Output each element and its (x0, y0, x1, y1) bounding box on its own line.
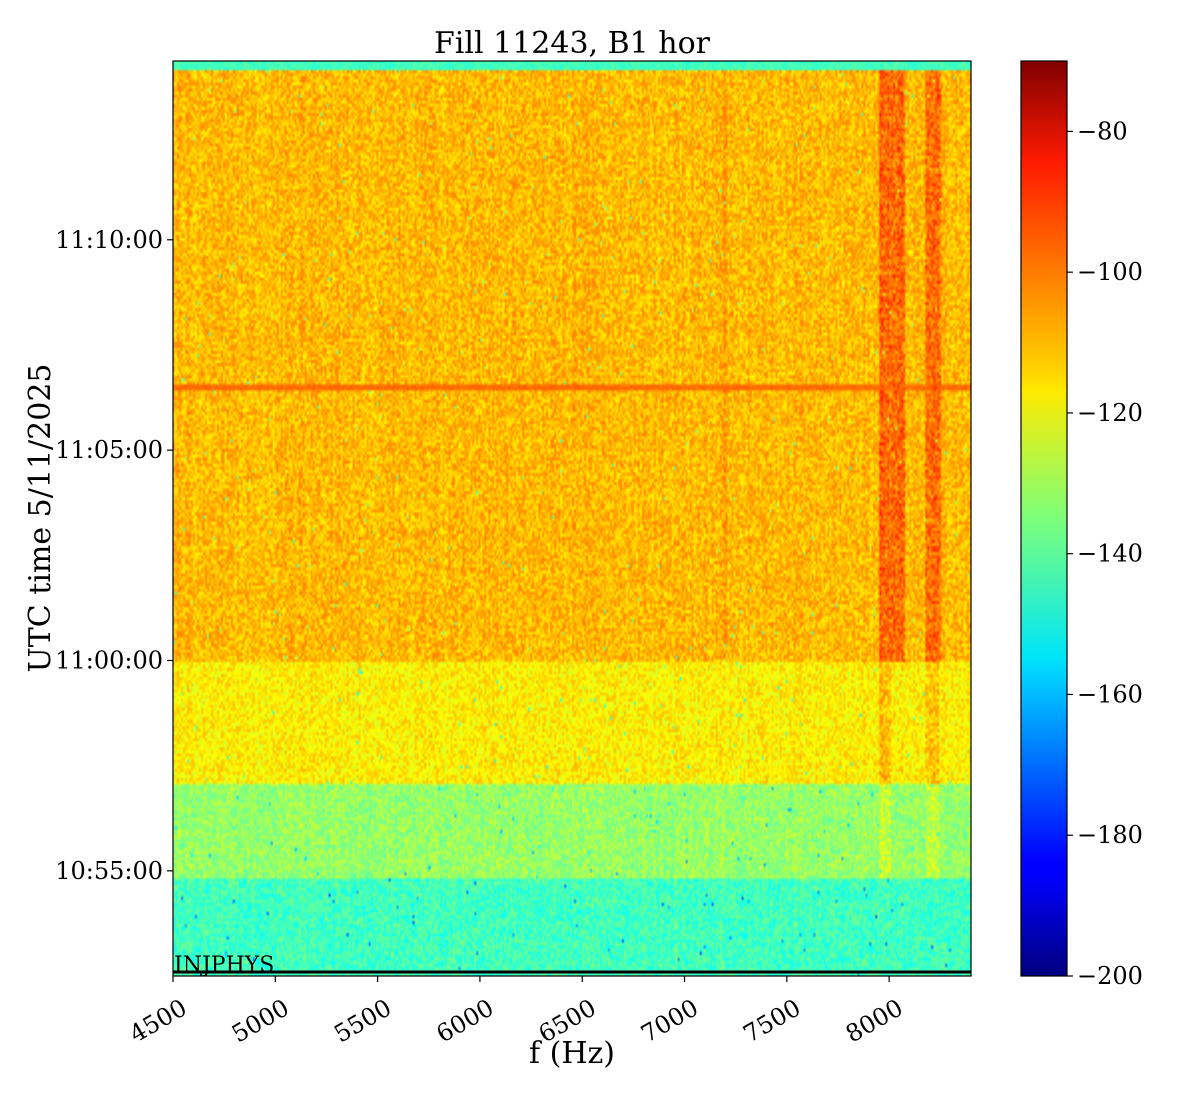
plot-frame (172, 60, 972, 977)
y-tick-label: 10:55:00 (55, 857, 163, 885)
x-tick-label: 7500 (739, 994, 806, 1049)
colorbar-tick-label: −80 (1077, 117, 1128, 145)
annotation-injphys: INJPHYS (174, 953, 274, 978)
colorbar-tick-label: −140 (1077, 540, 1143, 568)
colorbar-tick-label: −160 (1077, 680, 1143, 708)
x-tick-label: 4500 (125, 994, 192, 1049)
colorbar-tick-label: −180 (1077, 821, 1143, 849)
x-tick-label: 5000 (227, 994, 294, 1049)
spectrogram-heatmap-image (173, 61, 971, 976)
y-tick-label: 11:10:00 (55, 226, 163, 254)
y-axis-label: UTC time 5/11/2025 (23, 364, 58, 673)
x-tick-label: 8000 (841, 994, 908, 1049)
colorbar-tick-label: −120 (1077, 399, 1143, 427)
x-tick-label: 5500 (329, 994, 396, 1049)
x-tick-label: 6000 (432, 994, 499, 1049)
colorbar-ticks: −200 −180 −160 −140 −120 −100 −80 (1067, 117, 1143, 990)
y-axis-ticks: 10:55:00 11:00:00 11:05:00 11:10:00 (55, 226, 173, 885)
heatmap-plot-area: INJPHYS (172, 60, 972, 978)
x-tick-label: 7000 (636, 994, 703, 1049)
colorbar: −200 −180 −160 −140 −120 −100 −80 (1020, 60, 1143, 990)
colorbar-gradient (1020, 60, 1068, 977)
x-axis-ticks: 4500 5000 5500 6000 6500 7000 7500 8000 (125, 976, 908, 1048)
colorbar-tick-label: −200 (1077, 962, 1143, 990)
chart-title: Fill 11243, B1 hor (434, 26, 711, 61)
y-tick-label: 11:00:00 (55, 646, 163, 674)
colorbar-tick-label: −100 (1077, 258, 1143, 286)
x-axis-label: f (Hz) (529, 1036, 615, 1071)
y-tick-label: 11:05:00 (55, 436, 163, 464)
